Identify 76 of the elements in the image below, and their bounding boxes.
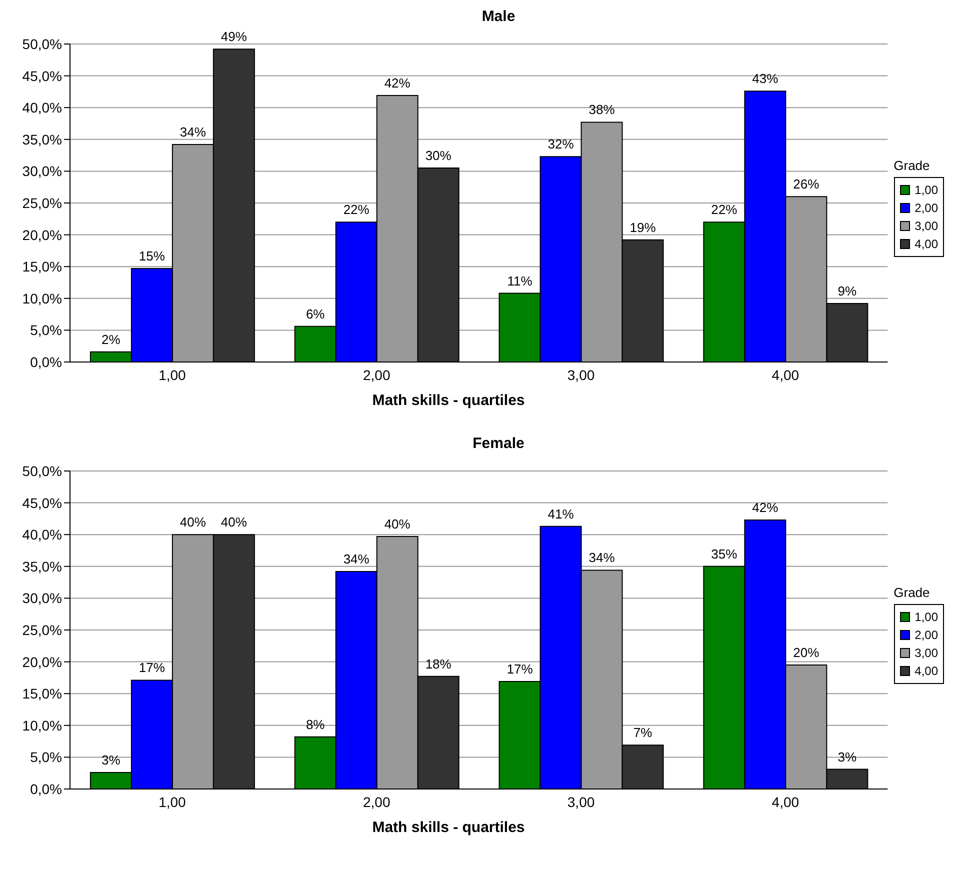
legend-label: 1,00 [914,182,938,198]
y-tick-label: 5,0% [30,322,62,338]
y-tick-label: 50,0% [22,36,62,52]
y-tick-label: 40,0% [22,526,62,543]
data-label: 30% [425,148,452,164]
data-label: 40% [180,514,206,530]
legend-label: 3,00 [914,218,938,234]
data-label: 17% [138,660,166,676]
data-label: 15% [138,248,166,264]
data-label: 6% [306,306,326,322]
y-tick-label: 20,0% [22,654,62,670]
x-tick-label: 4,00 [772,366,800,383]
x-tick-label: 3,00 [567,794,595,810]
x-axis-title: Math skills - quartiles [371,819,526,836]
y-tick-label: 45,0% [22,68,62,84]
legend-label: 4,00 [914,662,938,680]
y-tick-label: 35,0% [22,558,62,574]
y-tick-label: 10,0% [22,717,62,734]
data-label: 40% [384,516,411,532]
x-axis-title: Math skills - quartiles [371,392,526,409]
legend-title: Grade [894,584,931,600]
y-tick-label: 0,0% [30,780,62,797]
data-label: 26% [793,176,820,192]
x-tick-label: 1,00 [158,794,186,810]
legend-title: Grade [894,158,931,172]
data-label: 34% [180,124,206,140]
data-label: 9% [838,283,858,298]
data-label: 34% [588,550,616,566]
data-label: 7% [633,725,653,740]
legend-label: 1,00 [914,608,938,626]
x-tick-label: 2,00 [362,794,390,810]
data-label: 18% [425,656,452,672]
data-label: 43% [752,71,779,86]
data-label: 34% [343,551,370,566]
x-tick-label: 1,00 [158,366,186,383]
data-label: 20% [793,644,820,660]
data-label: 42% [752,500,779,515]
data-label: 2% [102,332,121,347]
y-tick-label: 15,0% [22,258,62,275]
data-label: 41% [548,506,574,522]
data-label: 3% [102,752,121,768]
data-label: 3% [838,749,858,764]
data-label: 32% [548,136,574,152]
y-tick-label: 30,0% [22,590,62,606]
x-tick-label: 4,00 [772,794,800,810]
y-tick-label: 30,0% [22,163,62,180]
y-tick-label: 25,0% [22,622,62,638]
data-label: 35% [711,546,738,562]
chart-title: Female [472,435,526,452]
y-tick-label: 5,0% [30,749,62,766]
y-tick-label: 10,0% [22,290,62,306]
y-tick-label: 50,0% [22,462,62,479]
y-tick-label: 0,0% [30,354,62,370]
data-label: 40% [220,514,248,530]
data-label: 8% [306,716,326,732]
y-tick-label: 40,0% [22,100,62,116]
legend-label: 3,00 [914,644,938,662]
y-tick-label: 45,0% [22,494,62,511]
data-label: 17% [506,662,534,677]
y-tick-label: 20,0% [22,226,62,243]
y-tick-label: 35,0% [22,131,62,148]
y-tick-label: 25,0% [22,194,62,211]
chart-title: Male [480,8,516,25]
legend-label: 4,00 [914,236,938,252]
legend-label: 2,00 [914,626,938,644]
data-label: 22% [343,202,370,218]
data-label: 22% [711,202,738,218]
x-tick-label: 3,00 [567,366,595,383]
data-label: 11% [507,273,533,288]
data-label: 19% [630,220,656,235]
data-label: 49% [220,29,248,44]
data-label: 38% [588,102,616,118]
y-tick-label: 15,0% [22,686,62,702]
x-tick-label: 2,00 [362,366,390,383]
legend-label: 2,00 [914,200,938,216]
data-label: 42% [384,76,411,91]
